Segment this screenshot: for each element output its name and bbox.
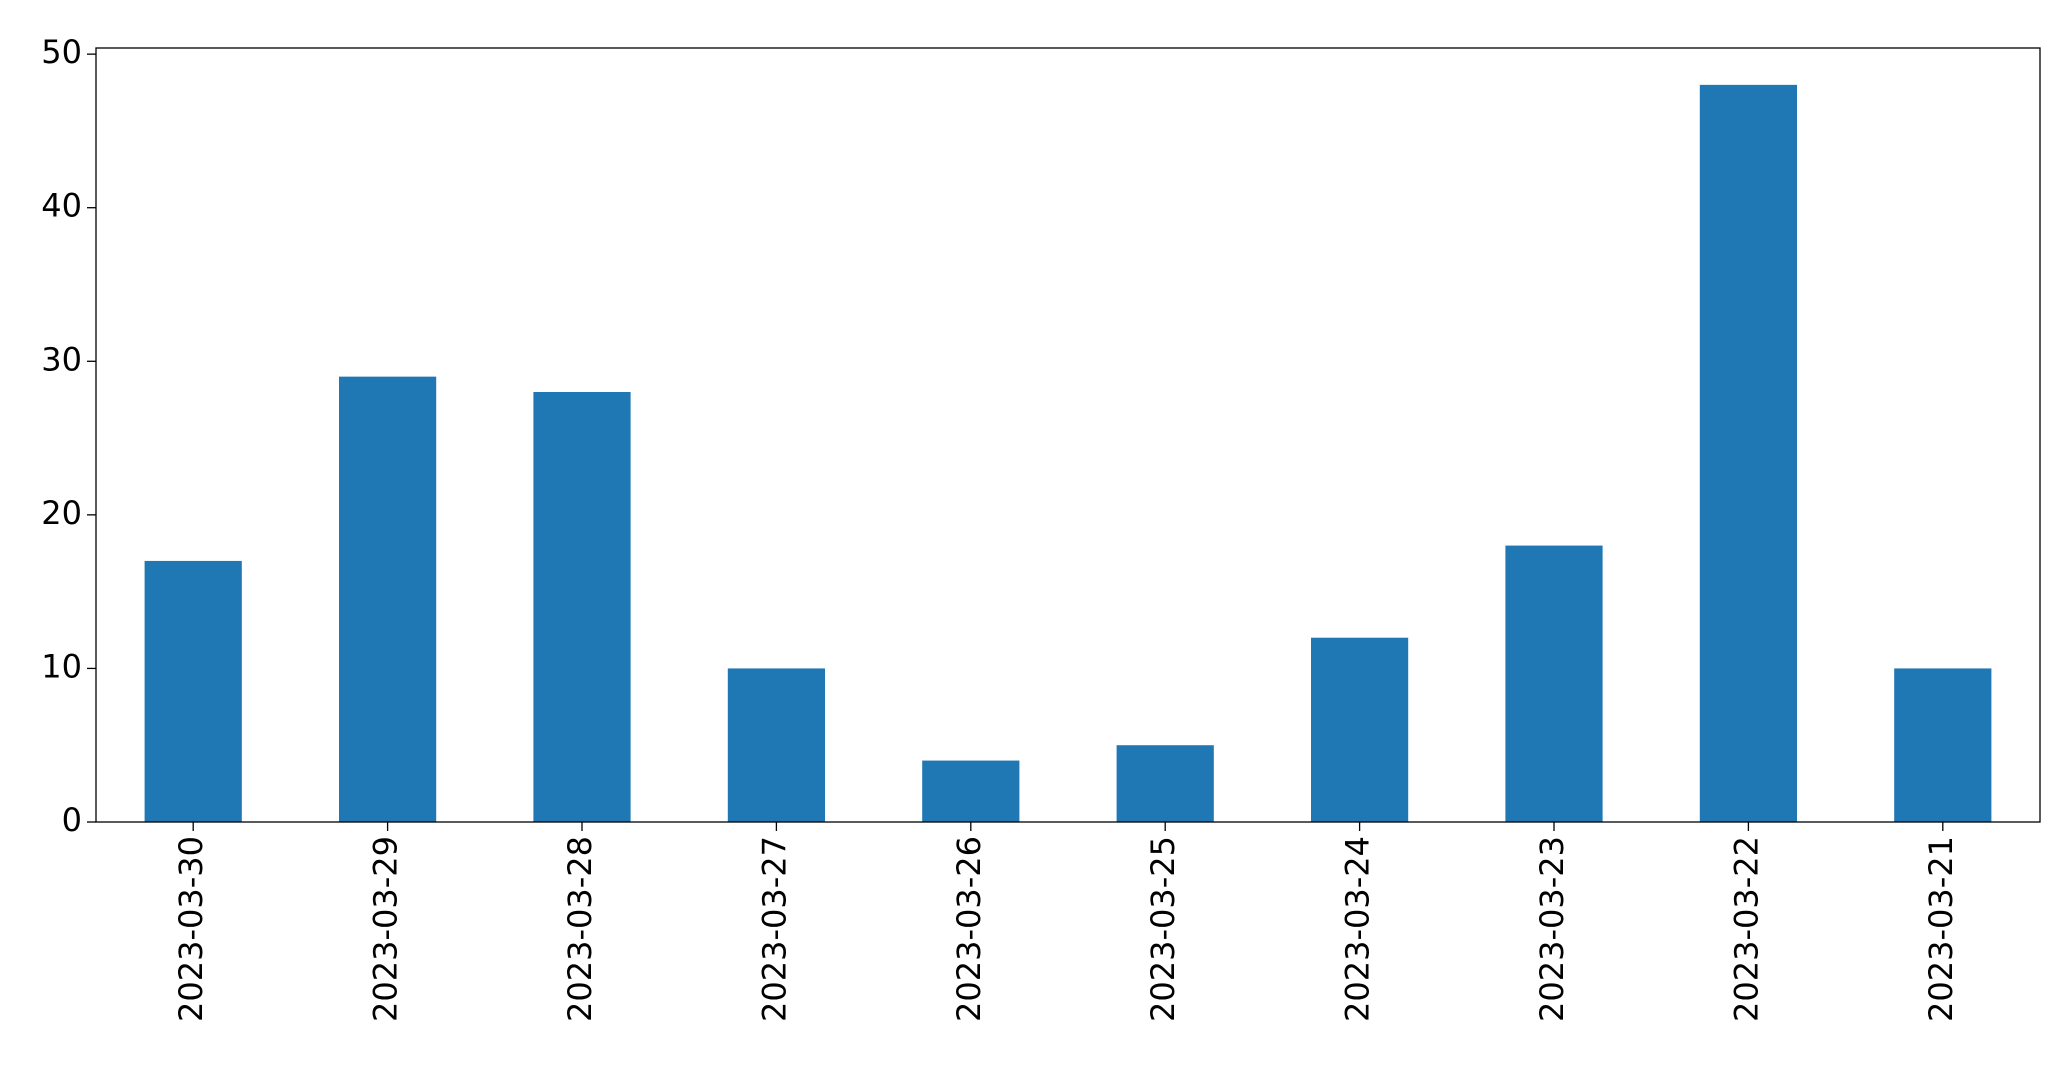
y-tick-label: 40: [41, 187, 82, 225]
x-tick-label: 2023-03-25: [1144, 836, 1182, 1022]
bar: [339, 376, 437, 822]
x-tick-label: 2023-03-28: [561, 836, 599, 1022]
x-tick-label: 2023-03-29: [367, 836, 405, 1022]
x-tick-label: 2023-03-26: [950, 836, 988, 1022]
plot-frame: [95, 47, 2041, 823]
y-tick-label: 30: [41, 340, 82, 378]
bar: [1116, 745, 1214, 822]
bar: [533, 392, 631, 822]
y-tick-label: 10: [41, 647, 82, 685]
bar: [1505, 545, 1603, 822]
x-tick-label: 2023-03-23: [1533, 836, 1571, 1022]
y-tick-label: 20: [41, 494, 82, 532]
x-tick-label: 2023-03-24: [1339, 836, 1377, 1022]
bar: [1894, 668, 1992, 822]
y-tick-label: 0: [62, 801, 82, 839]
x-tick-label: 2023-03-21: [1922, 836, 1960, 1022]
bar: [922, 760, 1020, 822]
bar: [1699, 84, 1797, 823]
y-tick-label: 50: [41, 33, 82, 71]
bar: [144, 560, 242, 822]
x-tick-label: 2023-03-30: [172, 836, 210, 1022]
x-tick-label: 2023-03-22: [1727, 836, 1765, 1022]
bar: [1311, 637, 1409, 822]
bar: [727, 668, 825, 822]
x-tick-label: 2023-03-27: [755, 836, 793, 1022]
